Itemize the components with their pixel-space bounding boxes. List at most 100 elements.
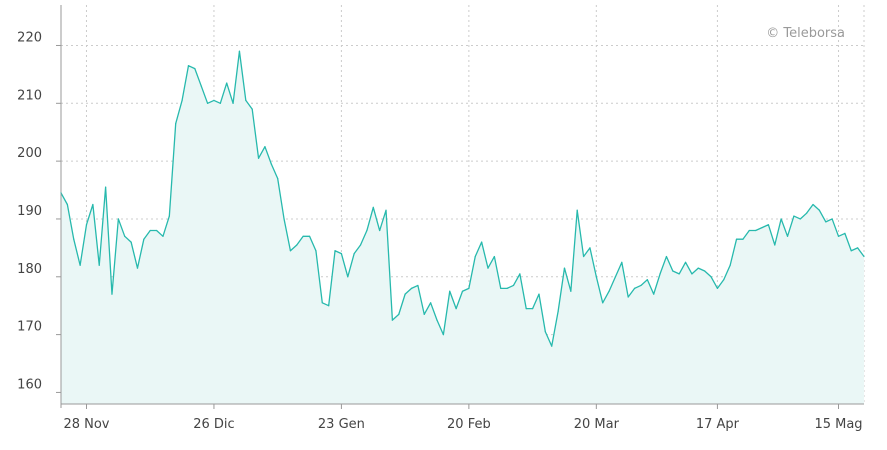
data-point: [245, 99, 247, 102]
data-point: [774, 244, 776, 246]
data-point: [264, 146, 266, 148]
data-point: [506, 287, 508, 289]
data-point: [793, 215, 795, 217]
data-point: [844, 232, 846, 235]
data-point: [251, 108, 253, 110]
price-area-fill: [61, 51, 864, 404]
data-point: [614, 276, 617, 278]
data-point: [487, 267, 489, 269]
x-tick-label: 15 Mag: [814, 417, 862, 432]
data-point: [156, 229, 158, 232]
data-point: [340, 253, 343, 255]
data-point: [570, 290, 572, 292]
data-point: [347, 276, 349, 278]
y-tick-label: 220: [17, 30, 42, 45]
data-point: [417, 284, 419, 287]
data-point: [315, 250, 317, 252]
data-point: [92, 203, 94, 206]
data-point: [149, 229, 151, 232]
data-point: [729, 264, 731, 266]
data-point: [226, 82, 228, 84]
x-tick-label: 20 Feb: [447, 417, 491, 432]
data-point: [410, 287, 413, 289]
data-point: [257, 157, 260, 159]
data-point: [353, 253, 355, 255]
data-point: [270, 163, 272, 165]
data-point: [232, 102, 234, 104]
data-point: [837, 235, 840, 237]
data-point: [806, 212, 808, 214]
data-point: [302, 235, 304, 237]
data-point: [60, 192, 62, 194]
data-point: [493, 255, 495, 258]
data-point: [474, 255, 476, 258]
data-point: [627, 296, 629, 298]
data-points: [60, 50, 865, 347]
x-tick-label: 28 Nov: [63, 417, 109, 432]
data-point: [500, 287, 502, 289]
data-point: [863, 255, 865, 258]
data-point: [602, 302, 604, 304]
data-point: [525, 307, 527, 310]
data-point: [98, 264, 100, 266]
data-point: [398, 313, 400, 315]
y-tick-label: 210: [17, 88, 42, 103]
data-point: [143, 238, 145, 240]
data-point: [563, 267, 566, 269]
data-point: [468, 287, 470, 289]
data-point: [544, 331, 546, 333]
data-point: [117, 218, 119, 220]
data-point: [633, 287, 636, 289]
data-point: [219, 102, 221, 104]
data-point: [812, 203, 814, 206]
data-point: [372, 206, 374, 208]
data-point: [404, 293, 406, 295]
data-point: [557, 310, 559, 313]
y-axis-ticks: 160 170 180 190 200 210 220: [17, 30, 61, 393]
data-point: [621, 261, 623, 263]
data-point: [213, 99, 215, 102]
data-point: [748, 229, 750, 232]
y-tick-label: 160: [17, 377, 42, 392]
data-point: [449, 290, 451, 292]
data-point: [710, 276, 712, 278]
data-point: [799, 218, 801, 220]
data-point: [538, 293, 540, 295]
data-point: [385, 209, 387, 211]
data-point: [296, 244, 298, 246]
data-point: [589, 247, 591, 249]
data-point: [181, 99, 183, 102]
watermark-label: © Teleborsa: [766, 26, 845, 41]
data-point: [334, 250, 336, 252]
data-point: [825, 221, 827, 223]
data-point: [678, 273, 680, 275]
data-point: [461, 290, 464, 292]
data-point: [755, 229, 757, 232]
data-point: [136, 267, 139, 269]
data-point: [653, 293, 655, 295]
data-point: [124, 235, 126, 237]
data-point: [66, 203, 68, 206]
x-tick-label: 23 Gen: [318, 417, 365, 432]
data-point: [512, 284, 515, 287]
data-point: [200, 85, 202, 87]
data-point: [79, 264, 81, 266]
data-point: [742, 238, 744, 240]
x-axis-ticks: 28 Nov 26 Dic 23 Gen 20 Feb 20 Mar 17 Apr 15 M…: [63, 404, 863, 432]
data-point: [328, 305, 330, 307]
data-point: [442, 334, 444, 336]
data-point: [857, 247, 859, 249]
y-tick-label: 190: [17, 204, 42, 219]
data-point: [194, 68, 196, 70]
data-point: [665, 255, 668, 258]
data-point: [608, 290, 610, 292]
data-point: [130, 241, 132, 243]
data-point: [595, 276, 597, 278]
axes: [60, 5, 864, 408]
data-point: [850, 250, 852, 252]
data-point: [105, 186, 107, 188]
data-point: [277, 177, 279, 180]
data-point: [646, 279, 648, 281]
data-point: [532, 307, 534, 310]
